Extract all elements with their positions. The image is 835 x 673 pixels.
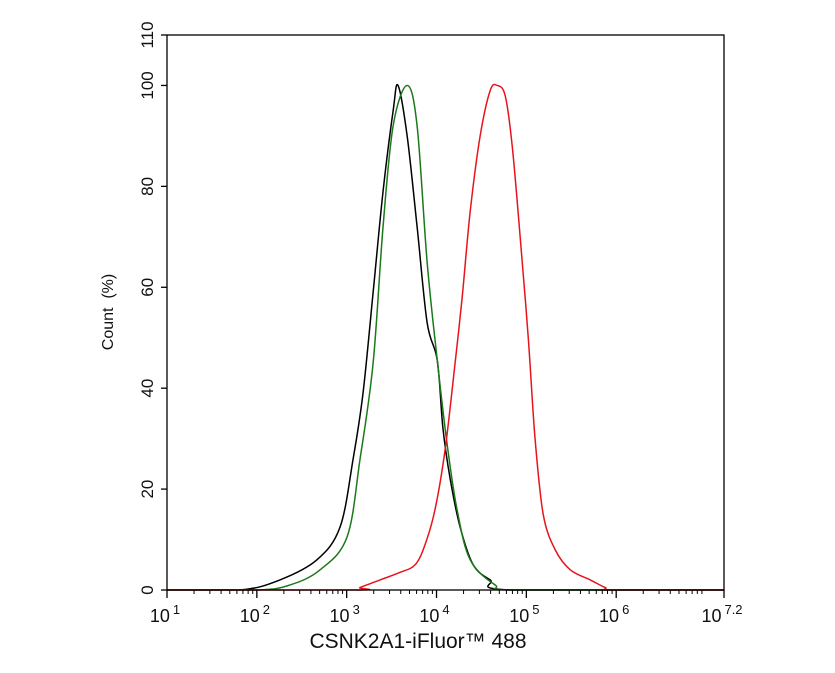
y-tick-label: 60 [138, 278, 157, 297]
x-axis: 10 1 10 2 10 3 10 4 10 5 10 6 10 7.2 [150, 590, 743, 626]
x-tick-label: 10 7.2 [701, 602, 742, 626]
x-tick-label: 10 6 [599, 602, 629, 626]
x-tick-label: 10 5 [509, 602, 539, 626]
y-tick-label: 80 [138, 177, 157, 196]
x-tick-label: 10 1 [150, 602, 180, 626]
x-tick-label: 10 2 [240, 602, 270, 626]
y-axis-label: Count (%) [100, 274, 117, 350]
y-tick-label: 40 [138, 379, 157, 398]
series-line-2 [167, 83, 724, 591]
x-tick-label: 10 3 [330, 602, 360, 626]
y-tick-label: 0 [138, 585, 157, 594]
plot-frame [166, 34, 725, 591]
series-line-0 [167, 83, 724, 591]
series-group [167, 83, 724, 591]
y-tick-label: 20 [138, 480, 157, 499]
series-line-1 [167, 84, 724, 591]
x-axis-label: CSNK2A1-iFluor™ 488 [309, 630, 526, 653]
y-tick-label: 100 [138, 71, 157, 99]
y-tick-label: 110 [138, 21, 157, 48]
x-tick-label: 10 4 [419, 602, 449, 626]
y-axis: 0 20 40 60 80 100 110 [138, 21, 167, 595]
